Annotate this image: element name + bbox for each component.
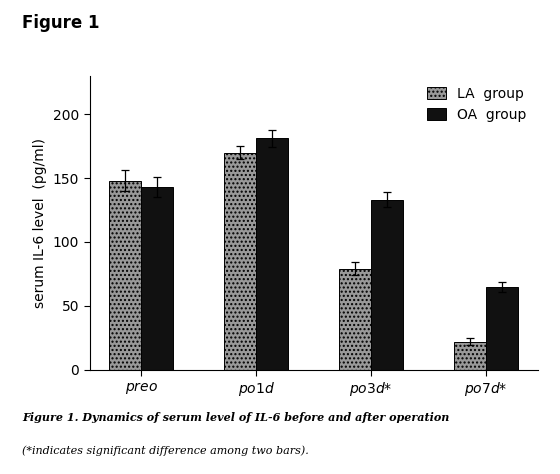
Text: (*indicates significant difference among two bars).: (*indicates significant difference among… — [22, 446, 309, 456]
Bar — [486, 287, 518, 370]
Bar — [256, 138, 288, 370]
Text: Figure 1. Dynamics of serum level of IL-6 before and after operation: Figure 1. Dynamics of serum level of IL-… — [22, 412, 450, 423]
Y-axis label: serum IL-6 level  (pg/ml): serum IL-6 level (pg/ml) — [33, 138, 47, 308]
Bar — [339, 269, 371, 370]
Text: Figure 1: Figure 1 — [22, 14, 100, 32]
Bar — [454, 342, 486, 370]
Bar — [141, 187, 174, 370]
Bar — [371, 200, 403, 370]
Legend: LA  group, OA  group: LA group, OA group — [422, 83, 531, 126]
Bar — [109, 181, 141, 370]
Bar — [224, 153, 256, 370]
